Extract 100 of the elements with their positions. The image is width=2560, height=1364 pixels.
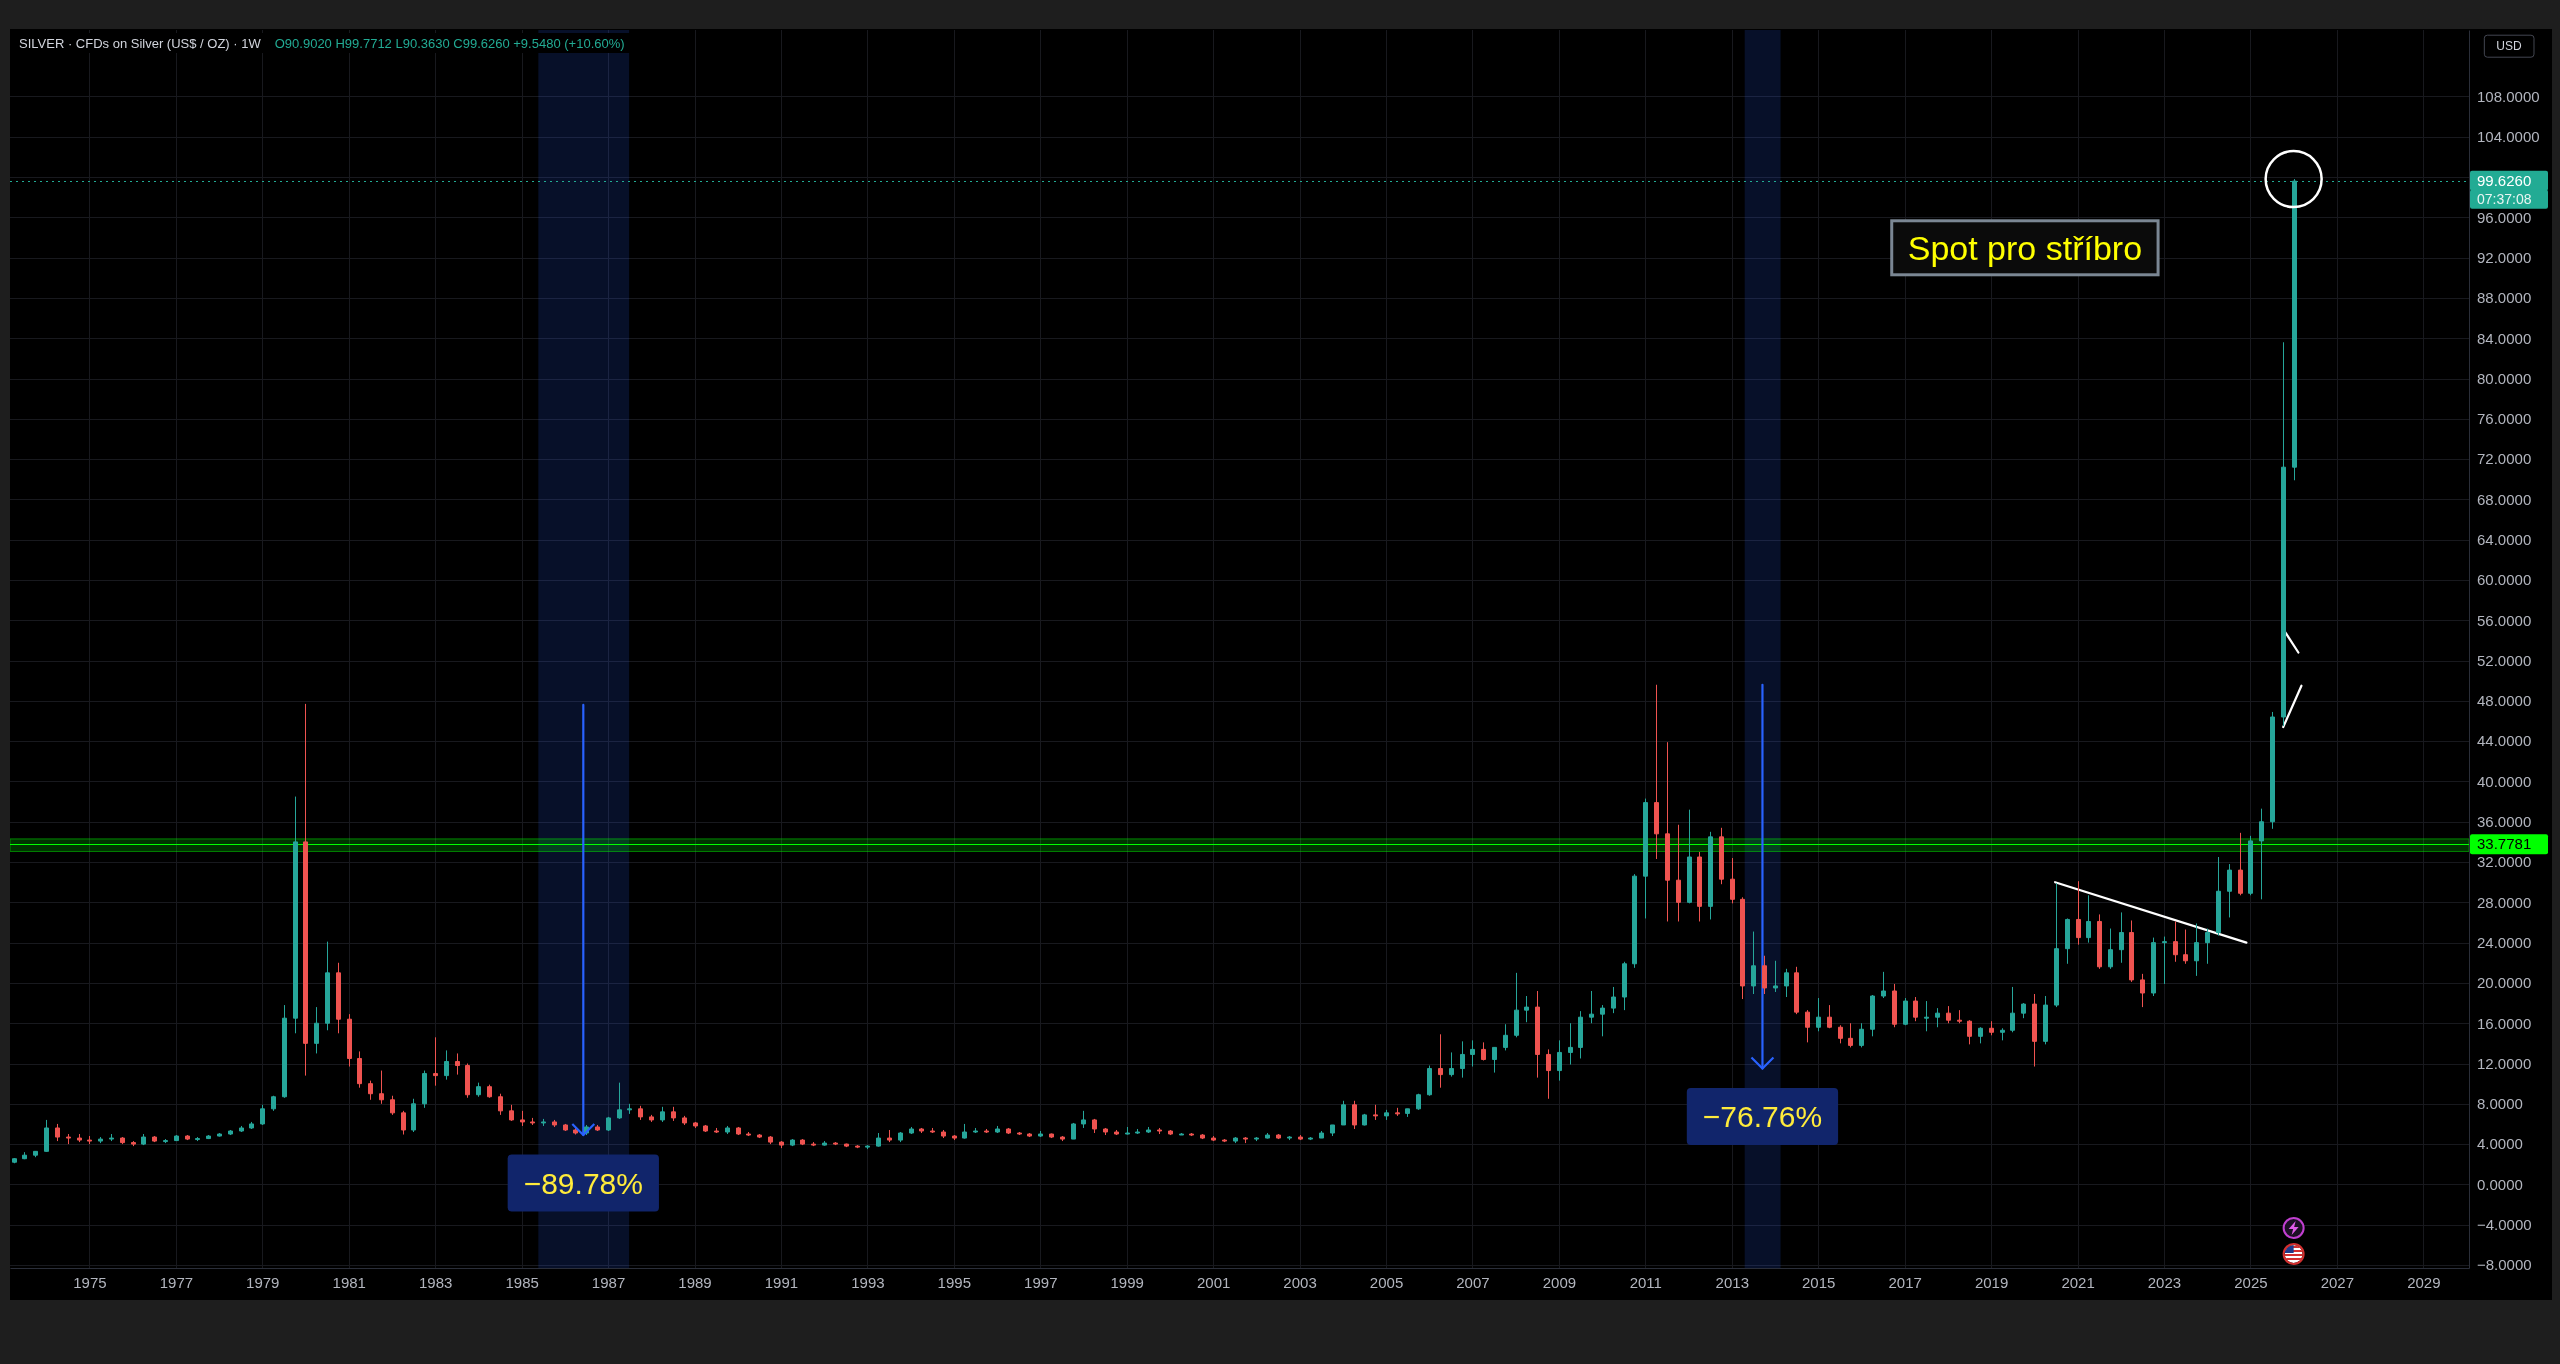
candlestick [2183,929,2188,965]
candlestick [206,1134,211,1140]
candlestick [390,1095,395,1116]
candlestick [2162,936,2167,985]
x-tick-label: 1993 [851,1273,885,1291]
y-tick-label: 8.0000 [2477,1095,2523,1113]
candlestick [1492,1046,1497,1074]
candlestick [530,1117,535,1126]
candlestick [1773,960,1778,993]
y-tick-label: 64.0000 [2477,531,2532,549]
candlestick [768,1135,773,1145]
y-tick-label: 60.0000 [2477,571,2532,589]
candlestick [671,1106,676,1122]
candlestick [1967,1019,1972,1045]
y-tick-label: 76.0000 [2477,410,2532,428]
band-label: −76.76% [1702,1100,1823,1134]
candlestick [249,1121,254,1130]
candlestick [2281,341,2286,727]
candlestick [1470,1039,1475,1068]
candlestick [2021,1002,2026,1019]
candlestick [1643,798,1648,919]
candlestick [1978,1026,1983,1044]
candlestick [1913,996,1918,1022]
candlestick [433,1036,438,1087]
x-tick-label: 2013 [1715,1273,1749,1291]
candlestick [1330,1124,1335,1137]
candlestick [844,1143,849,1148]
candlestick [98,1136,103,1144]
chart-title: SILVER · CFDs on Silver (US$ / OZ) · 1W [19,35,262,51]
candlestick [1514,972,1519,1038]
candlestick [1730,857,1735,904]
y-tick-label: 92.0000 [2477,248,2532,266]
x-tick-label: 2009 [1542,1273,1577,1291]
candlestick [1200,1133,1205,1140]
candlestick [1654,684,1659,860]
candlestick [336,962,341,1034]
candlestick [1687,809,1692,904]
y-tick-label: 4.0000 [2477,1135,2523,1153]
x-tick-label: 1987 [591,1273,626,1291]
candlestick [12,1157,17,1164]
candlestick [2248,835,2253,896]
candlestick [703,1124,708,1133]
y-tick-label: 72.0000 [2477,450,2532,468]
candlestick [1352,1100,1357,1130]
candlestick [876,1132,881,1148]
candlestick [1146,1126,1151,1134]
candlestick [725,1125,730,1135]
candlestick [379,1070,384,1105]
candlestick [1092,1118,1097,1134]
candlestick [55,1123,60,1142]
x-tick-label: 2005 [1369,1273,1404,1291]
candlestick [77,1133,82,1143]
candlestick [1233,1136,1238,1144]
x-tick-label: 2017 [1888,1273,1922,1291]
candlestick [1600,1004,1605,1037]
candlestick [1568,1022,1573,1066]
candlestick [1395,1107,1400,1117]
x-tick-label: 1977 [159,1273,194,1291]
candlestick [1622,961,1627,1011]
candlestick [22,1151,27,1160]
candlestick [1805,1009,1810,1043]
ref-line-label: 33.7781 [2477,835,2532,853]
candlestick [617,1082,622,1120]
candlestick [919,1127,924,1134]
candlestick [33,1150,38,1158]
candlestick [746,1131,751,1137]
candlestick [282,1004,287,1099]
candlestick [1848,1022,1853,1048]
candlestick [1254,1136,1259,1142]
candlestick [1903,997,1908,1026]
candlestick [87,1135,92,1145]
candlestick [1503,1023,1508,1051]
candlestick [465,1063,470,1099]
candlestick [2129,919,2134,983]
candlestick [898,1131,903,1143]
candlestick [152,1135,157,1143]
candlestick [1265,1132,1270,1140]
candlestick [455,1052,460,1076]
candlestick [1060,1135,1065,1142]
candlestick [1006,1127,1011,1135]
candlestick [2043,995,2048,1045]
y-tick-label: −4.0000 [2477,1215,2532,1233]
candlestick [941,1129,946,1139]
candlestick [1114,1129,1119,1136]
candlestick [1859,1022,1864,1048]
candlestick [1103,1127,1108,1136]
candlestick [1578,1010,1583,1059]
candlestick [1319,1130,1324,1139]
candlestick [1989,1020,1994,1036]
candlestick [422,1070,427,1109]
x-tick-label: 1985 [505,1273,539,1291]
candlestick [260,1104,265,1126]
y-tick-label: 108.0000 [2477,87,2540,105]
y-axis-title: USD [2496,39,2522,54]
candlestick [714,1127,719,1134]
candlestick [1935,1007,1940,1028]
candlestick [520,1110,525,1127]
candlestick [120,1136,125,1145]
candlestick [314,1006,319,1054]
x-tick-label: 1981 [332,1273,366,1291]
